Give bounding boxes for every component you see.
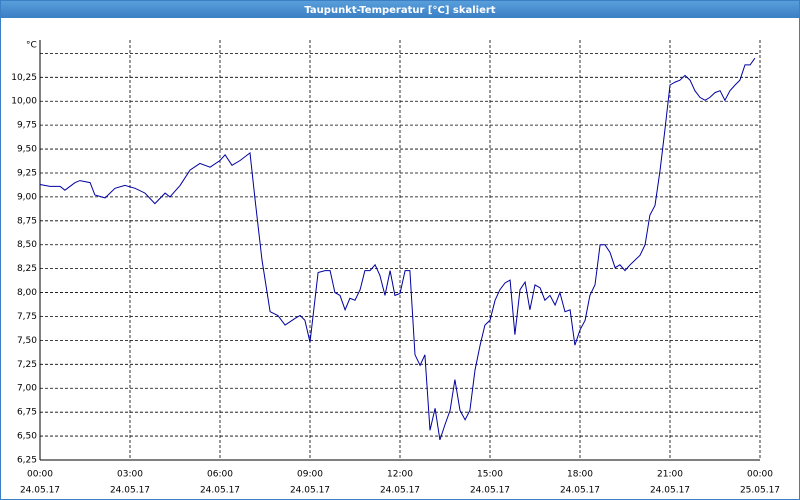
title-bar bbox=[0, 0, 800, 18]
x-tick-label: 06:00 bbox=[207, 470, 233, 480]
y-tick-label: 10,00 bbox=[11, 97, 37, 107]
y-tick-label: 8,00 bbox=[17, 288, 37, 298]
y-tick-label: 9,00 bbox=[17, 192, 37, 202]
y-tick-label: 8,25 bbox=[17, 264, 37, 274]
x-tick-date: 24.05.17 bbox=[380, 486, 420, 496]
x-tick-date: 24.05.17 bbox=[650, 486, 690, 496]
y-tick-label: 10,25 bbox=[11, 73, 37, 83]
x-tick-label: 12:00 bbox=[387, 470, 413, 480]
x-tick-label: 18:00 bbox=[567, 470, 593, 480]
x-tick-label: 15:00 bbox=[477, 470, 503, 480]
y-tick-label: 9,25 bbox=[17, 168, 37, 178]
x-tick-date: 24.05.17 bbox=[20, 486, 60, 496]
x-tick-date: 24.05.17 bbox=[470, 486, 510, 496]
y-tick-label: 6,25 bbox=[17, 456, 37, 466]
x-tick-date: 24.05.17 bbox=[560, 486, 600, 496]
x-tick-label: 00:00 bbox=[27, 470, 53, 480]
y-axis-label: °C bbox=[26, 41, 37, 51]
y-tick-label: 9,50 bbox=[17, 145, 37, 155]
x-tick-date: 24.05.17 bbox=[110, 486, 150, 496]
y-tick-label: 9,75 bbox=[17, 121, 37, 131]
x-tick-date: 25.05.17 bbox=[740, 486, 780, 496]
y-tick-label: 7,25 bbox=[17, 360, 37, 370]
x-tick-label: 21:00 bbox=[657, 470, 683, 480]
x-tick-label: 03:00 bbox=[117, 470, 143, 480]
y-tick-label: 7,75 bbox=[17, 312, 37, 322]
y-tick-label: 6,50 bbox=[17, 432, 37, 442]
y-tick-label: 7,00 bbox=[17, 384, 37, 394]
x-tick-label: 09:00 bbox=[297, 470, 323, 480]
y-tick-label: 6,75 bbox=[17, 408, 37, 418]
x-tick-label: 00:00 bbox=[747, 470, 773, 480]
y-tick-label: 7,50 bbox=[17, 336, 37, 346]
chart-title: Taupunkt-Temperatur [°C] skaliert bbox=[304, 5, 495, 16]
y-tick-label: 8,50 bbox=[17, 240, 37, 250]
line-series bbox=[39, 57, 756, 441]
x-tick-date: 24.05.17 bbox=[200, 486, 240, 496]
x-tick-date: 24.05.17 bbox=[290, 486, 330, 496]
y-tick-label: 8,75 bbox=[17, 216, 37, 226]
